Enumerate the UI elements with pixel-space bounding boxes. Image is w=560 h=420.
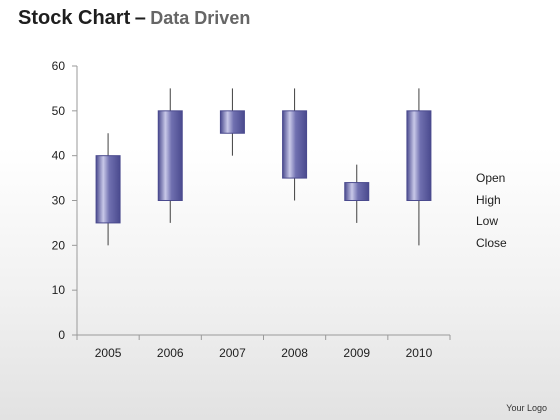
title-separator: –: [134, 7, 146, 29]
candle-body: [219, 110, 245, 134]
x-tick-label: 2009: [343, 346, 370, 360]
legend: Open High Low Close: [476, 169, 507, 256]
title-main: Stock Chart: [18, 7, 131, 29]
axes: [72, 65, 451, 340]
chart-title: Stock Chart – Data Driven: [18, 7, 250, 30]
x-tick-label: 2005: [95, 346, 122, 360]
y-tick-label: 60: [52, 59, 66, 73]
candle-body: [95, 155, 121, 224]
candle-body: [344, 182, 370, 201]
candle-body: [406, 110, 432, 201]
legend-item-close: Close: [476, 236, 507, 251]
candles: [95, 88, 432, 246]
x-tick-label: 2007: [219, 346, 246, 360]
y-tick-label: 0: [58, 328, 65, 342]
axis-labels: 0 10 20 30 40 50 60 2005 2006 2007 2008 2009 2010: [52, 59, 433, 360]
y-tick-label: 40: [52, 149, 66, 163]
candle-2006: [157, 88, 183, 223]
x-tick-label: 2008: [281, 346, 308, 360]
title-subtitle: Data Driven: [150, 8, 251, 28]
x-tick-label: 2010: [406, 346, 433, 360]
y-tick-label: 10: [52, 283, 66, 297]
candle-2007: [219, 88, 245, 156]
candle-2008: [282, 88, 308, 201]
y-tick-label: 50: [52, 104, 66, 118]
candle-body: [157, 110, 183, 201]
y-tick-label: 20: [52, 238, 66, 252]
candle-2010: [406, 88, 432, 246]
legend-item-low: Low: [476, 214, 499, 229]
logo-text: Your Logo: [506, 403, 547, 413]
legend-item-high: High: [476, 192, 501, 207]
y-tick-label: 30: [52, 194, 66, 208]
legend-item-open: Open: [476, 171, 506, 185]
candle-body: [282, 110, 308, 179]
x-tick-label: 2006: [157, 346, 184, 360]
candle-2009: [344, 164, 370, 223]
candle-2005: [95, 133, 121, 246]
